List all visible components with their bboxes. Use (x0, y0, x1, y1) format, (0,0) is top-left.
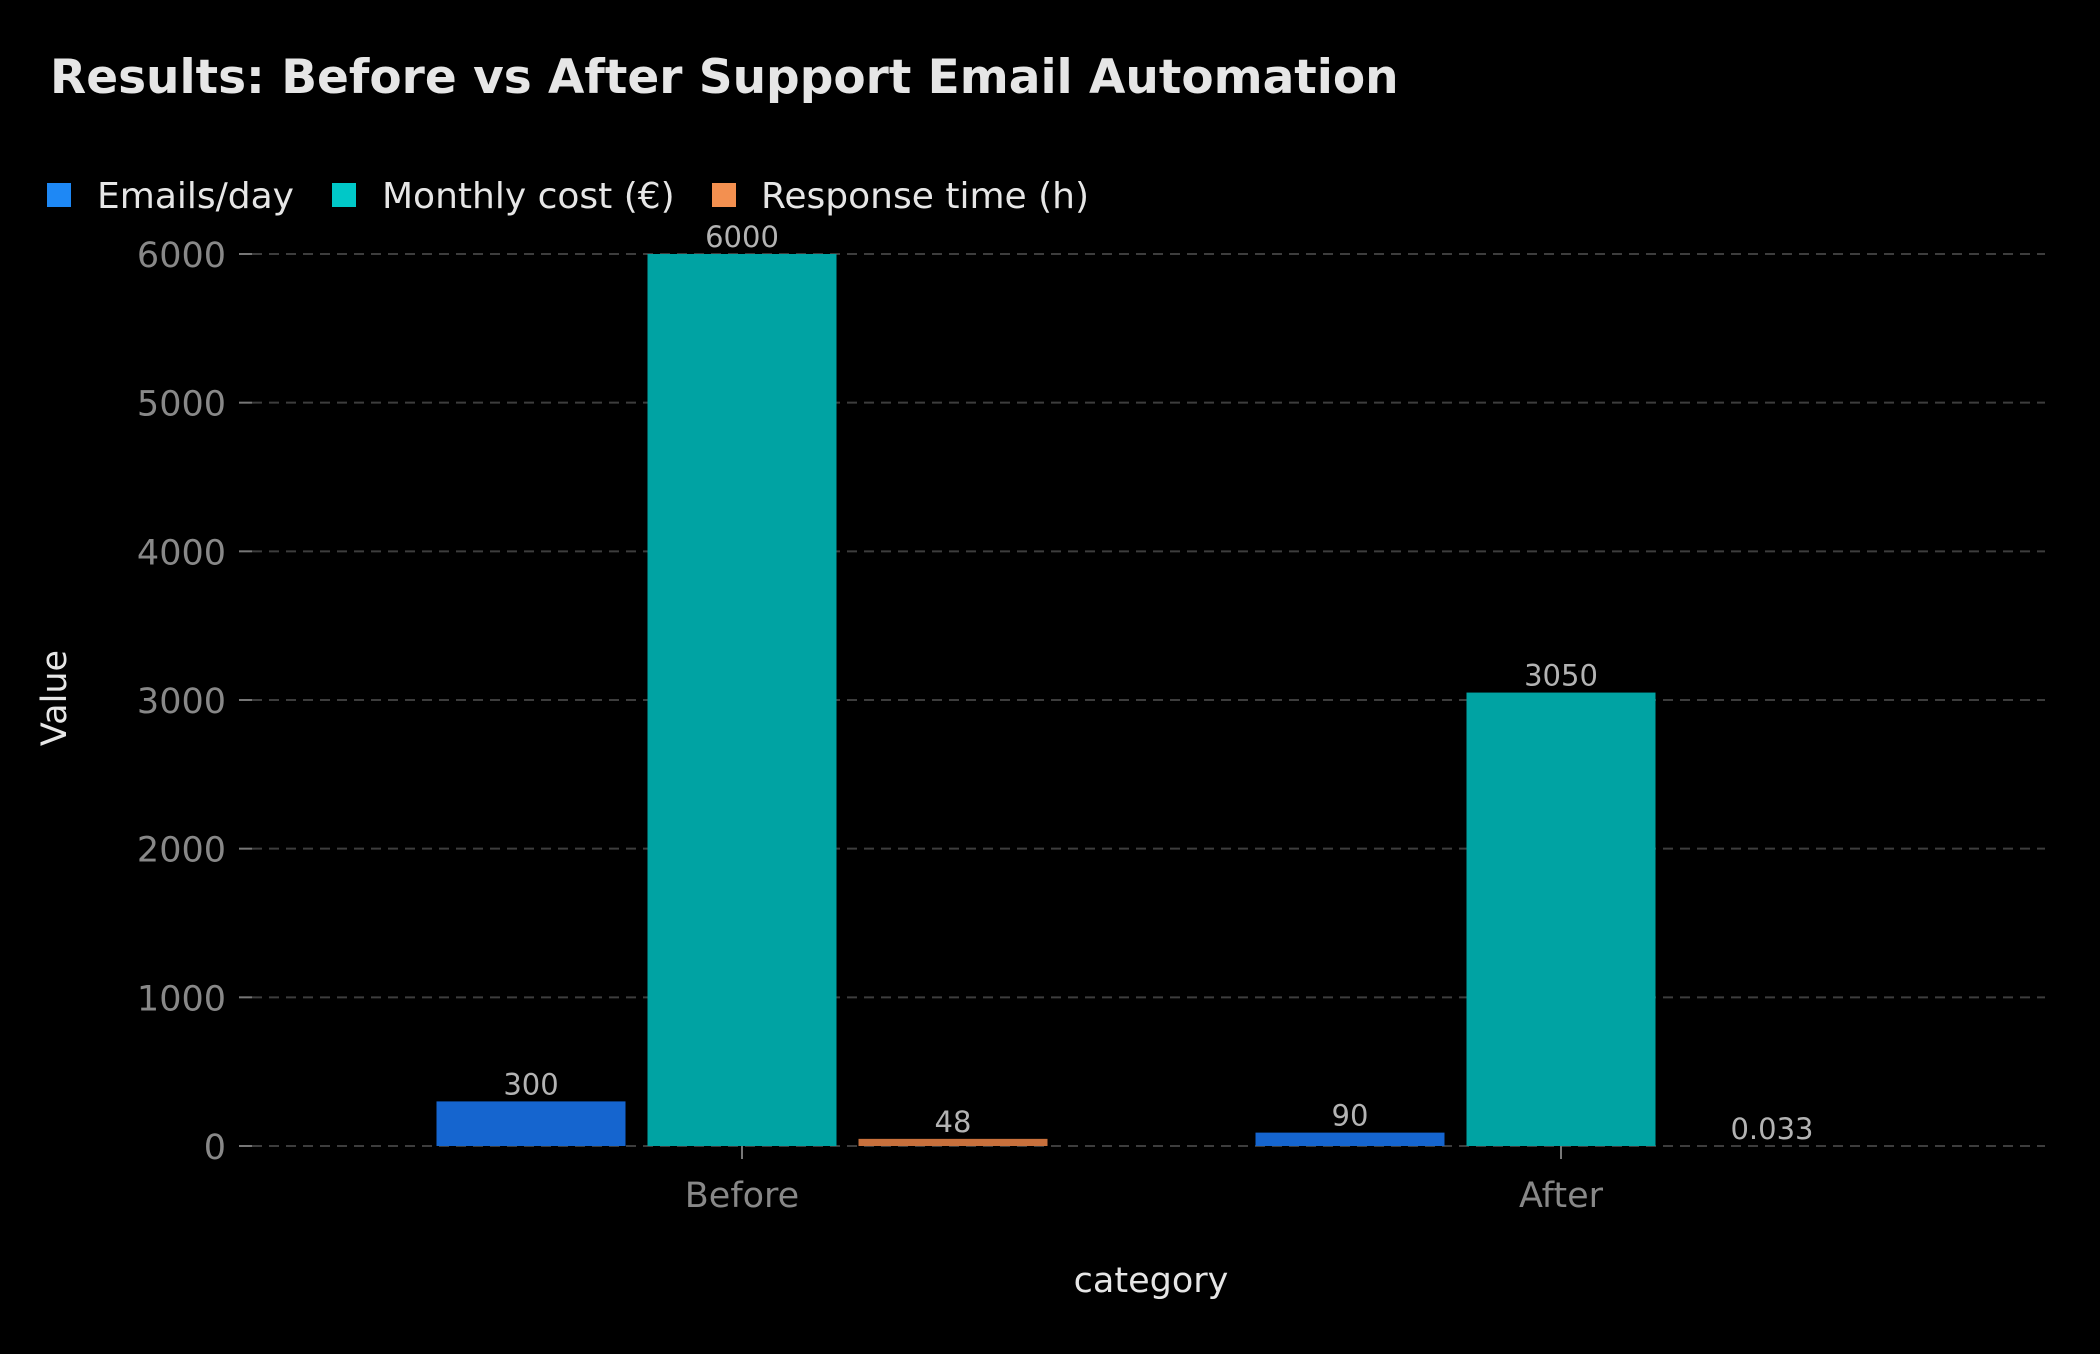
y-tick-label-0: 0 (204, 1128, 226, 1168)
bar-monthly-cost-before (648, 254, 837, 1146)
bar-emails-day-before (437, 1101, 626, 1146)
legend-swatch-response-time (712, 183, 736, 207)
y-tick-label-1000: 1000 (137, 979, 226, 1019)
x-tick-label-after: After (1519, 1176, 1604, 1216)
legend-swatch-emails-per-day (47, 183, 71, 207)
legend-label-response-time: Response time (h) (761, 176, 1089, 217)
data-label-response-time-h-after: 0.033 (1730, 1112, 1813, 1146)
y-axis-title: Value (35, 650, 75, 746)
legend-label-monthly-cost: Monthly cost (€) (382, 176, 675, 217)
y-tick-label-4000: 4000 (137, 533, 226, 573)
legend-label-emails-per-day: Emails/day (97, 176, 294, 217)
data-label-monthly-cost-after: 3050 (1524, 659, 1598, 693)
legend-swatch-monthly-cost (332, 183, 356, 207)
x-tick-label-before: Before (685, 1176, 799, 1216)
y-tick-label-6000: 6000 (137, 236, 226, 276)
y-tick-label-3000: 3000 (137, 682, 226, 722)
data-label-emails-day-before: 300 (503, 1067, 558, 1101)
data-label-monthly-cost-before: 6000 (705, 220, 779, 254)
y-tick-label-2000: 2000 (137, 831, 226, 871)
bar-emails-day-after (1256, 1133, 1445, 1146)
x-axis-title: category (1074, 1261, 1229, 1301)
data-label-response-time-h-before: 48 (935, 1105, 972, 1139)
legend: Emails/day Monthly cost (€) Response tim… (47, 176, 1089, 217)
chart-title: Results: Before vs After Support Email A… (50, 50, 1399, 105)
bar-response-time-h-before (859, 1139, 1048, 1146)
y-tick-label-5000: 5000 (137, 385, 226, 425)
bar-monthly-cost-after (1467, 693, 1656, 1146)
data-label-emails-day-after: 90 (1332, 1099, 1369, 1133)
